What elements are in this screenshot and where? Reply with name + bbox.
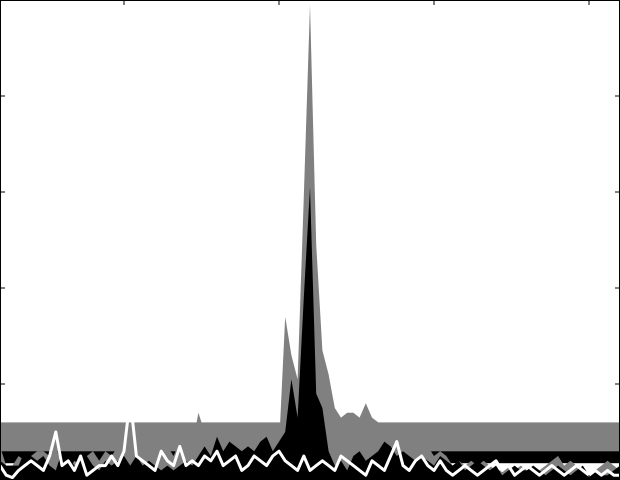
lines-layer xyxy=(0,396,620,480)
areas-layer xyxy=(0,4,620,480)
series-area-1 xyxy=(0,187,620,480)
series-line-white xyxy=(0,396,620,480)
